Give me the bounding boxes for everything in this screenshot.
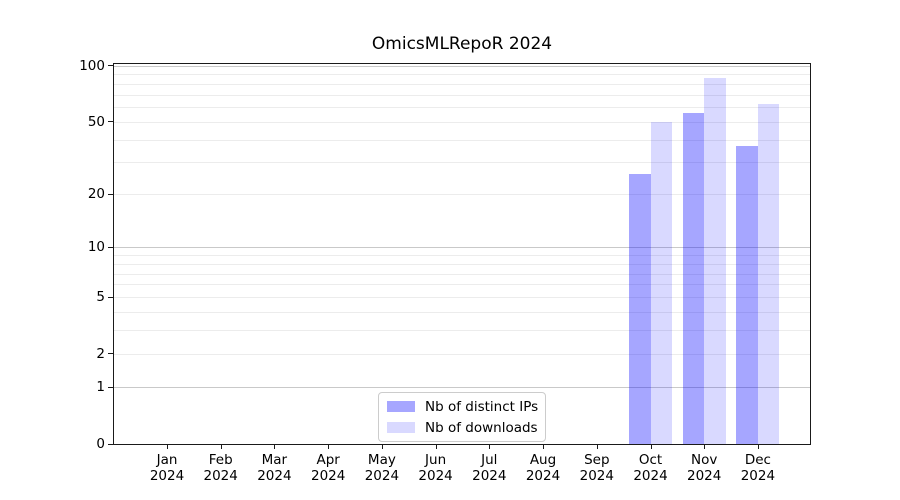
gridline-minor — [114, 284, 810, 286]
y-axis-tick-mark — [108, 353, 113, 355]
y-axis-tick-mark — [108, 443, 113, 445]
y-axis-tick-label: 100 — [79, 57, 105, 74]
x-tick-month: Jun — [425, 452, 447, 468]
bar-downloads — [704, 77, 726, 444]
gridline-minor — [114, 139, 810, 141]
x-tick-year: 2024 — [149, 467, 185, 484]
x-tick-month: Apr — [316, 452, 340, 468]
gridline-minor — [114, 106, 810, 108]
x-tick-year: 2024 — [418, 467, 453, 484]
x-axis-tick-label: Feb 2024 — [191, 452, 251, 484]
y-axis-tick-label: 1 — [96, 379, 105, 396]
y-axis-tick-label: 50 — [87, 113, 105, 130]
x-axis-tick-label: Jun 2024 — [406, 452, 466, 484]
x-tick-year: 2024 — [311, 467, 346, 484]
gridline-minor — [114, 273, 810, 275]
y-axis-tick-mark — [108, 246, 113, 248]
x-axis-tick-label: Aug 2024 — [513, 452, 573, 484]
legend-row: Nb of downloads — [387, 417, 538, 438]
gridline-minor — [114, 255, 810, 257]
gridline-minor — [114, 94, 810, 96]
gridline-minor — [114, 297, 810, 299]
x-axis-tick-label: Dec 2024 — [728, 452, 788, 484]
x-tick-year: 2024 — [525, 467, 561, 484]
x-tick-month: Sep — [584, 452, 610, 468]
x-axis-tick-mark — [220, 445, 222, 449]
y-axis-tick-label: 2 — [96, 345, 105, 362]
x-axis-tick-mark — [757, 445, 759, 449]
gridline-major — [114, 387, 810, 389]
chart-title: OmicsMLRepoR 2024 — [371, 34, 553, 54]
x-tick-year: 2024 — [364, 467, 400, 484]
gridline-minor — [114, 162, 810, 164]
y-axis-tick-mark — [108, 386, 113, 388]
x-axis-tick-label: May 2024 — [352, 452, 412, 484]
y-axis-tick-label: 0 — [96, 436, 105, 452]
x-axis-tick-label: Oct 2024 — [621, 452, 681, 484]
y-axis-tick-mark — [108, 121, 113, 123]
gridline-minor — [114, 263, 810, 265]
gridline-minor — [114, 353, 810, 355]
x-tick-month: Feb — [208, 452, 233, 468]
x-tick-year: 2024 — [633, 467, 668, 484]
legend-swatch — [387, 401, 415, 412]
bar-downloads — [757, 104, 780, 444]
x-tick-month: Nov — [691, 452, 718, 468]
y-axis-tick-label: 20 — [87, 186, 105, 203]
gridline-major — [114, 247, 810, 249]
x-tick-month: Mar — [261, 452, 288, 468]
x-tick-year: 2024 — [579, 467, 614, 484]
y-axis-tick-mark — [108, 193, 113, 195]
bar-distinct-ips — [736, 145, 758, 444]
x-axis-tick-mark — [435, 445, 437, 449]
x-axis-tick-mark — [704, 445, 706, 449]
x-axis-tick-mark — [167, 445, 168, 449]
x-axis-tick-mark — [381, 445, 383, 449]
gridline-minor — [114, 83, 810, 85]
x-axis-tick-mark — [650, 445, 652, 449]
x-tick-month: May — [367, 452, 396, 468]
y-axis-tick-mark — [108, 296, 113, 298]
x-tick-year: 2024 — [687, 467, 722, 484]
x-tick-month: Oct — [638, 452, 663, 468]
y-axis-tick-label: 5 — [96, 289, 105, 306]
x-axis-tick-mark — [596, 445, 598, 449]
gridline-minor — [114, 312, 810, 313]
y-axis-tick-mark — [108, 65, 113, 67]
legend-row: Nb of distinct IPs — [387, 396, 539, 417]
x-axis-tick-mark — [274, 445, 276, 449]
gridline-minor — [114, 330, 810, 332]
bar-distinct-ips — [682, 112, 705, 444]
y-axis-tick-label: 10 — [87, 239, 105, 256]
x-axis-tick-label: Jul 2024 — [459, 452, 519, 484]
x-tick-year: 2024 — [203, 467, 238, 484]
x-tick-month: Jan — [156, 452, 178, 468]
bar-downloads — [650, 121, 672, 444]
x-axis-tick-label: Jan 2024 — [137, 452, 197, 484]
gridline-major — [114, 65, 810, 67]
x-tick-month: Aug — [529, 452, 557, 468]
x-axis-tick-mark — [543, 445, 544, 449]
x-axis-tick-label: Mar 2024 — [244, 452, 304, 484]
x-axis-tick-mark — [328, 445, 330, 449]
x-axis-tick-label: Sep 2024 — [567, 452, 627, 484]
bar-distinct-ips — [629, 173, 651, 444]
x-tick-month: Dec — [744, 452, 771, 468]
legend: Nb of distinct IPs Nb of downloads — [378, 392, 546, 442]
gridline-minor — [114, 74, 810, 76]
legend-label: Nb of distinct IPs — [425, 398, 539, 415]
gridline-minor — [114, 121, 810, 123]
x-tick-month: Jul — [481, 452, 498, 468]
x-tick-year: 2024 — [740, 467, 776, 484]
x-axis-tick-label: Nov 2024 — [674, 452, 734, 484]
x-axis-tick-label: Apr 2024 — [298, 452, 358, 484]
legend-swatch — [387, 422, 415, 433]
x-tick-year: 2024 — [472, 467, 507, 484]
gridline-minor — [114, 194, 810, 196]
legend-label: Nb of downloads — [425, 419, 538, 436]
x-tick-year: 2024 — [257, 467, 292, 484]
x-axis-tick-mark — [489, 445, 491, 449]
